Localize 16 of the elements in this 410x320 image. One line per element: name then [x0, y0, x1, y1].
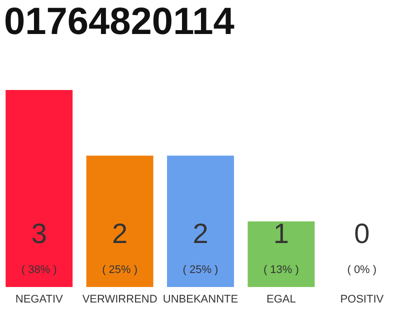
x-tick-label: NEGATIV — [15, 294, 64, 306]
annotation: ( 13% ) — [263, 264, 299, 276]
data-label: 2 — [112, 218, 128, 249]
x-tick-label: EGAL — [266, 294, 296, 306]
x-tick-label: POSITIV — [340, 294, 384, 306]
x-tick-label: VERWIRREND — [82, 294, 158, 306]
data-label: 1 — [273, 218, 289, 249]
data-label: 2 — [192, 218, 208, 249]
chart-title: 01764820114 — [4, 1, 234, 43]
data-label: 3 — [31, 218, 47, 249]
annotation: ( 0% ) — [347, 264, 377, 276]
annotation: ( 38% ) — [21, 264, 57, 276]
data-label: 0 — [354, 218, 370, 249]
annotation: ( 25% ) — [102, 264, 138, 276]
x-tick-label: UNBEKANNTE — [162, 294, 238, 306]
annotation: ( 25% ) — [182, 264, 218, 276]
